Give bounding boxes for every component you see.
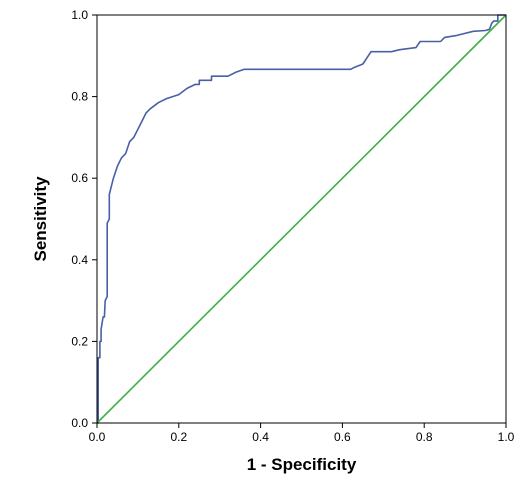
x-tick-label: 0.4 (252, 430, 269, 444)
y-axis-title: Sensitivity (31, 176, 50, 262)
x-tick-label: 0.8 (416, 430, 433, 444)
x-axis-title: 1 - Specificity (247, 455, 357, 474)
plot-frame (96, 14, 507, 424)
reference-diagonal-line (96, 14, 507, 424)
y-tick-label: 0.0 (71, 416, 88, 430)
y-tick-label: 0.4 (71, 253, 88, 267)
x-tick-label: 1.0 (498, 430, 515, 444)
y-tick-label: 0.6 (71, 171, 88, 185)
y-tick-label: 0.2 (71, 334, 88, 348)
y-tick-label: 0.8 (71, 90, 88, 104)
roc-curve-line (97, 14, 506, 424)
plot-area: 0.0 0.2 0.4 0.6 0.8 1.0 0.0 0.2 0.4 0.6 0.8 1.0 (71, 8, 514, 444)
y-tick-label: 1.0 (71, 8, 88, 22)
x-tick-label: 0.0 (89, 430, 106, 444)
x-tick-label: 0.2 (170, 430, 187, 444)
x-tick-label: 0.6 (334, 430, 351, 444)
